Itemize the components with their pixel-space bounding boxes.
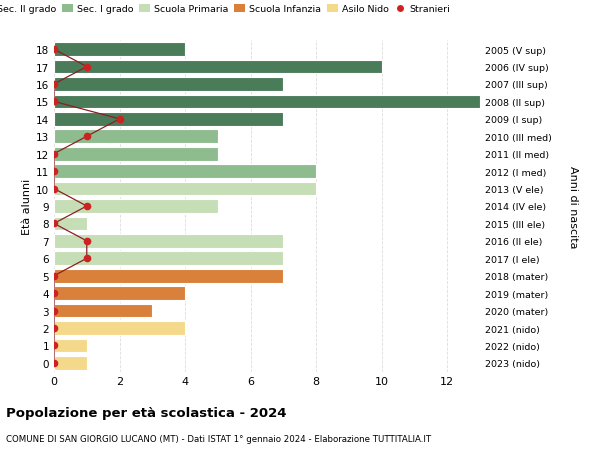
- Bar: [54, 165, 316, 179]
- Bar: [54, 252, 283, 265]
- Y-axis label: Anni di nascita: Anni di nascita: [568, 165, 578, 248]
- Y-axis label: Età alunni: Età alunni: [22, 179, 32, 235]
- Bar: [54, 61, 382, 74]
- Bar: [54, 200, 218, 213]
- Bar: [54, 113, 283, 126]
- Bar: [54, 321, 185, 335]
- Bar: [54, 287, 185, 300]
- Bar: [54, 217, 87, 231]
- Bar: [54, 148, 218, 161]
- Bar: [54, 304, 152, 318]
- Bar: [54, 356, 87, 370]
- Legend: Sec. II grado, Sec. I grado, Scuola Primaria, Scuola Infanzia, Asilo Nido, Stran: Sec. II grado, Sec. I grado, Scuola Prim…: [0, 3, 452, 16]
- Bar: [54, 78, 283, 92]
- Text: Popolazione per età scolastica - 2024: Popolazione per età scolastica - 2024: [6, 406, 287, 419]
- Bar: [54, 95, 480, 109]
- Bar: [54, 43, 185, 57]
- Bar: [54, 182, 316, 196]
- Bar: [54, 130, 218, 144]
- Bar: [54, 339, 87, 353]
- Bar: [54, 235, 283, 248]
- Bar: [54, 269, 283, 283]
- Text: COMUNE DI SAN GIORGIO LUCANO (MT) - Dati ISTAT 1° gennaio 2024 - Elaborazione TU: COMUNE DI SAN GIORGIO LUCANO (MT) - Dati…: [6, 434, 431, 443]
